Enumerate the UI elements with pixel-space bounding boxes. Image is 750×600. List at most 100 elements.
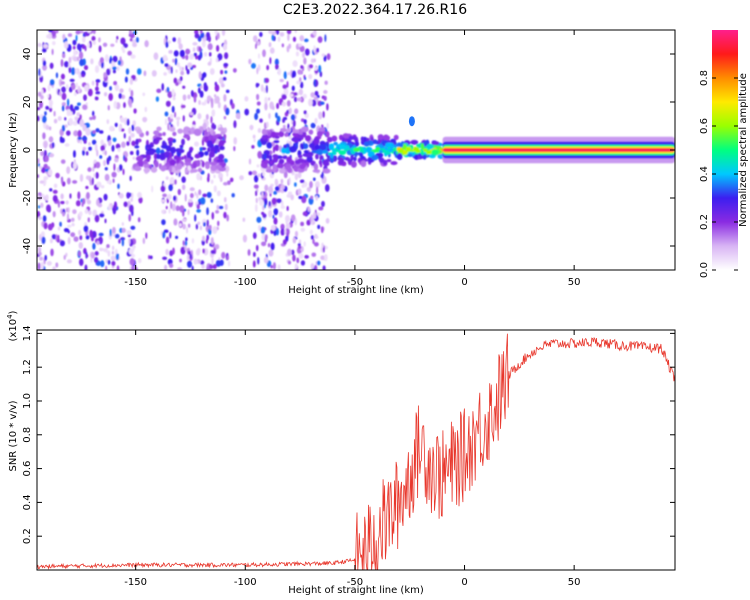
heatmap-cell [93, 256, 99, 263]
heatmap-cell [92, 40, 97, 45]
heatmap-cell [106, 244, 110, 249]
heatmap-cell [287, 72, 290, 76]
heatmap-cell [164, 151, 170, 157]
heatmap-cell [170, 201, 173, 210]
heatmap-cell [163, 229, 169, 234]
heatmap-cell [187, 62, 193, 68]
heatmap-cell [321, 53, 325, 57]
heatmap-cell [370, 136, 374, 141]
heatmap-cell [266, 141, 273, 149]
heatmap-cell [48, 153, 55, 158]
heatmap-cell [173, 218, 178, 226]
heatmap-cell [87, 42, 90, 49]
heatmap-cell [212, 264, 217, 270]
heatmap-cell [171, 167, 176, 173]
heatmap-cell [224, 203, 228, 211]
heatmap-cell [107, 105, 110, 111]
x-tick-label: -100 [234, 277, 257, 288]
heatmap-cell [191, 238, 195, 244]
heatmap-cell [134, 166, 142, 172]
heatmap-cell [161, 165, 167, 171]
heatmap-cell [310, 214, 314, 222]
heatmap-cell [262, 205, 265, 211]
heatmap-cell [169, 231, 172, 239]
heatmap-cell [186, 254, 190, 261]
heatmap-cell [103, 92, 108, 97]
heatmap-cell [72, 180, 78, 184]
heatmap-cell [383, 135, 391, 141]
heatmap-cell [181, 67, 185, 71]
heatmap-cell [252, 260, 256, 268]
heatmap-cell [129, 150, 134, 155]
heatmap-cell [378, 157, 385, 163]
snr-y-label: SNR (10 * v/v) [8, 400, 19, 471]
heatmap-cell [78, 211, 83, 217]
heatmap-cell [217, 53, 223, 61]
heatmap-cell [313, 58, 316, 63]
heatmap-cell [182, 240, 185, 246]
heatmap-cell [55, 262, 59, 268]
heatmap-cell [49, 107, 53, 112]
heatmap-cell [294, 230, 299, 238]
colorbar: 0.0 0.2 0.4 0.6 0.8 Normalized spectral ampl… [699, 30, 749, 278]
heatmap-cell [76, 43, 81, 51]
heatmap-cell [315, 149, 324, 155]
heatmap-cell [111, 171, 117, 178]
heatmap-cell [66, 213, 70, 221]
snr-plot-area [37, 330, 675, 570]
heatmap-cell [46, 204, 51, 213]
heatmap-cell [255, 190, 258, 197]
heatmap-cell [338, 150, 347, 155]
heatmap-cell [203, 221, 206, 227]
heatmap-cell [130, 89, 134, 98]
heatmap-cell [92, 130, 96, 134]
heatmap-cell [209, 224, 212, 231]
heatmap-cell [104, 218, 107, 224]
heatmap-cell [218, 153, 225, 160]
heatmap-cell [51, 234, 57, 240]
heatmap-cell [83, 247, 87, 255]
heatmap-cell [161, 209, 165, 214]
heatmap-cell [161, 145, 169, 149]
heatmap-cell [256, 164, 260, 168]
colorbar-tick-label: 0.0 [699, 262, 710, 278]
heatmap-cell [71, 83, 76, 91]
heatmap-cell [254, 43, 258, 49]
heatmap-cell [264, 234, 268, 240]
heatmap-cell [268, 200, 271, 207]
heatmap-cell [272, 214, 275, 219]
heatmap-cell [192, 162, 197, 169]
heatmap-cell [53, 111, 56, 117]
heatmap-cell [124, 76, 128, 83]
heatmap-cell [177, 267, 183, 270]
heatmap-cell [268, 30, 273, 34]
heatmap-cell [49, 188, 53, 192]
heatmap-cell [179, 66, 183, 71]
heatmap-cell [227, 260, 231, 267]
heatmap-cell [364, 141, 370, 147]
heatmap-cell [410, 139, 419, 145]
heatmap-cell [58, 116, 62, 121]
heatmap-cell [94, 251, 99, 256]
heatmap-cell [76, 102, 81, 106]
heatmap-cell [203, 84, 208, 92]
heatmap-cell [208, 156, 212, 163]
heatmap-cell [63, 228, 70, 233]
heatmap-cell [184, 246, 187, 251]
heatmap-cell [190, 168, 198, 173]
heatmap-cell [131, 39, 137, 44]
heatmap-cell [47, 84, 51, 92]
heatmap-cell [294, 108, 299, 115]
heatmap-cell [310, 92, 315, 98]
heatmap-cell [313, 79, 316, 87]
heatmap-cell [114, 233, 120, 239]
heatmap-cell [52, 194, 58, 203]
heatmap-cell [115, 39, 118, 44]
heatmap-cell [59, 240, 65, 247]
heatmap-cell [72, 209, 77, 215]
heatmap-cell [303, 119, 307, 124]
heatmap-cell [265, 168, 274, 173]
heatmap-cell [257, 53, 260, 59]
heatmap-cell [286, 206, 289, 211]
